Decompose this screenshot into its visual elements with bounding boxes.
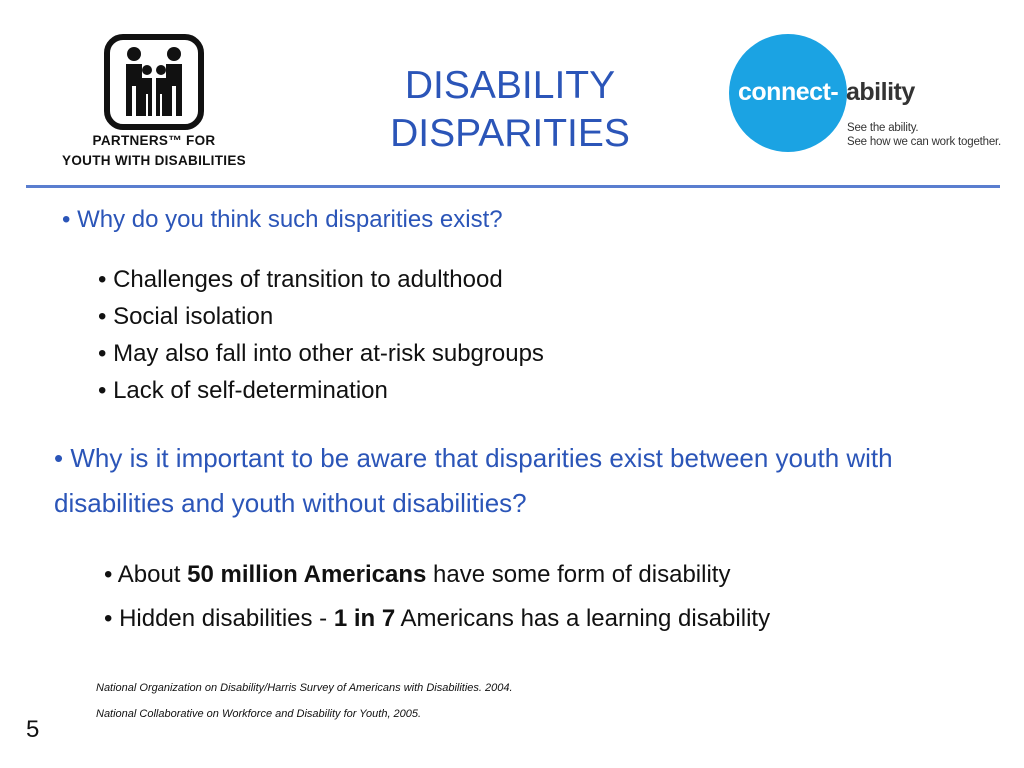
- fact-2-bold: 1 in 7: [333, 605, 396, 632]
- question-1: • Why do you think such disparities exis…: [62, 206, 503, 233]
- facts-list: • About 50 million Americans have some f…: [104, 558, 770, 646]
- list-item: • May also fall into other at-risk subgr…: [98, 340, 544, 367]
- fact-1-pre: • About: [104, 561, 188, 588]
- fact-1-bold: 50 million Americans: [187, 561, 427, 588]
- question-2: • Why is it important to be aware that d…: [54, 436, 954, 526]
- fact-item-2: • Hidden disabilities - 1 in 7 Americans…: [104, 602, 770, 646]
- fact-item-1: • About 50 million Americans have some f…: [104, 558, 770, 602]
- connect-ability-logo: connect- ability See the ability. See ho…: [729, 34, 1009, 154]
- list-item: • Challenges of transition to adulthood: [98, 266, 503, 293]
- brand-circle: [729, 34, 847, 152]
- partners-family-icon: [104, 34, 204, 130]
- question-2-text: Why is it important to be aware that dis…: [54, 443, 893, 518]
- reasons-list: • Challenges of transition to adulthood …: [98, 264, 544, 412]
- citation-1: National Organization on Disability/Harr…: [96, 682, 513, 694]
- list-item: • Lack of self-determination: [98, 377, 388, 404]
- slide-title-line2: DISPARITIES: [390, 112, 630, 155]
- brand-tagline-2: See how we can work together.: [847, 136, 1002, 148]
- partners-logo: PARTNERS™ FOR YOUTH WITH DISABILITIES: [38, 30, 270, 180]
- slide-title: DISABILITY DISPARITIES: [330, 62, 690, 158]
- list-item: • Social isolation: [98, 303, 274, 330]
- brand-tagline-1: See the ability.: [847, 122, 919, 134]
- partners-logo-line2: YOUTH WITH DISABILITIES: [62, 153, 246, 168]
- fact-2-post: Americans has a learning disability: [395, 605, 771, 632]
- citation-2: National Collaborative on Workforce and …: [96, 708, 422, 720]
- partners-logo-line1: PARTNERS™ FOR: [92, 133, 216, 148]
- fact-1-post: have some form of disability: [426, 561, 731, 588]
- fact-2-pre: • Hidden disabilities -: [104, 605, 334, 632]
- brand-text-connect: connect-: [738, 78, 839, 106]
- slide-title-line1: DISABILITY: [404, 64, 616, 107]
- header-divider: [26, 185, 1000, 188]
- brand-text-ability: ability: [846, 78, 915, 106]
- question-2-bullet: •: [54, 443, 64, 473]
- page-number: 5: [26, 716, 40, 743]
